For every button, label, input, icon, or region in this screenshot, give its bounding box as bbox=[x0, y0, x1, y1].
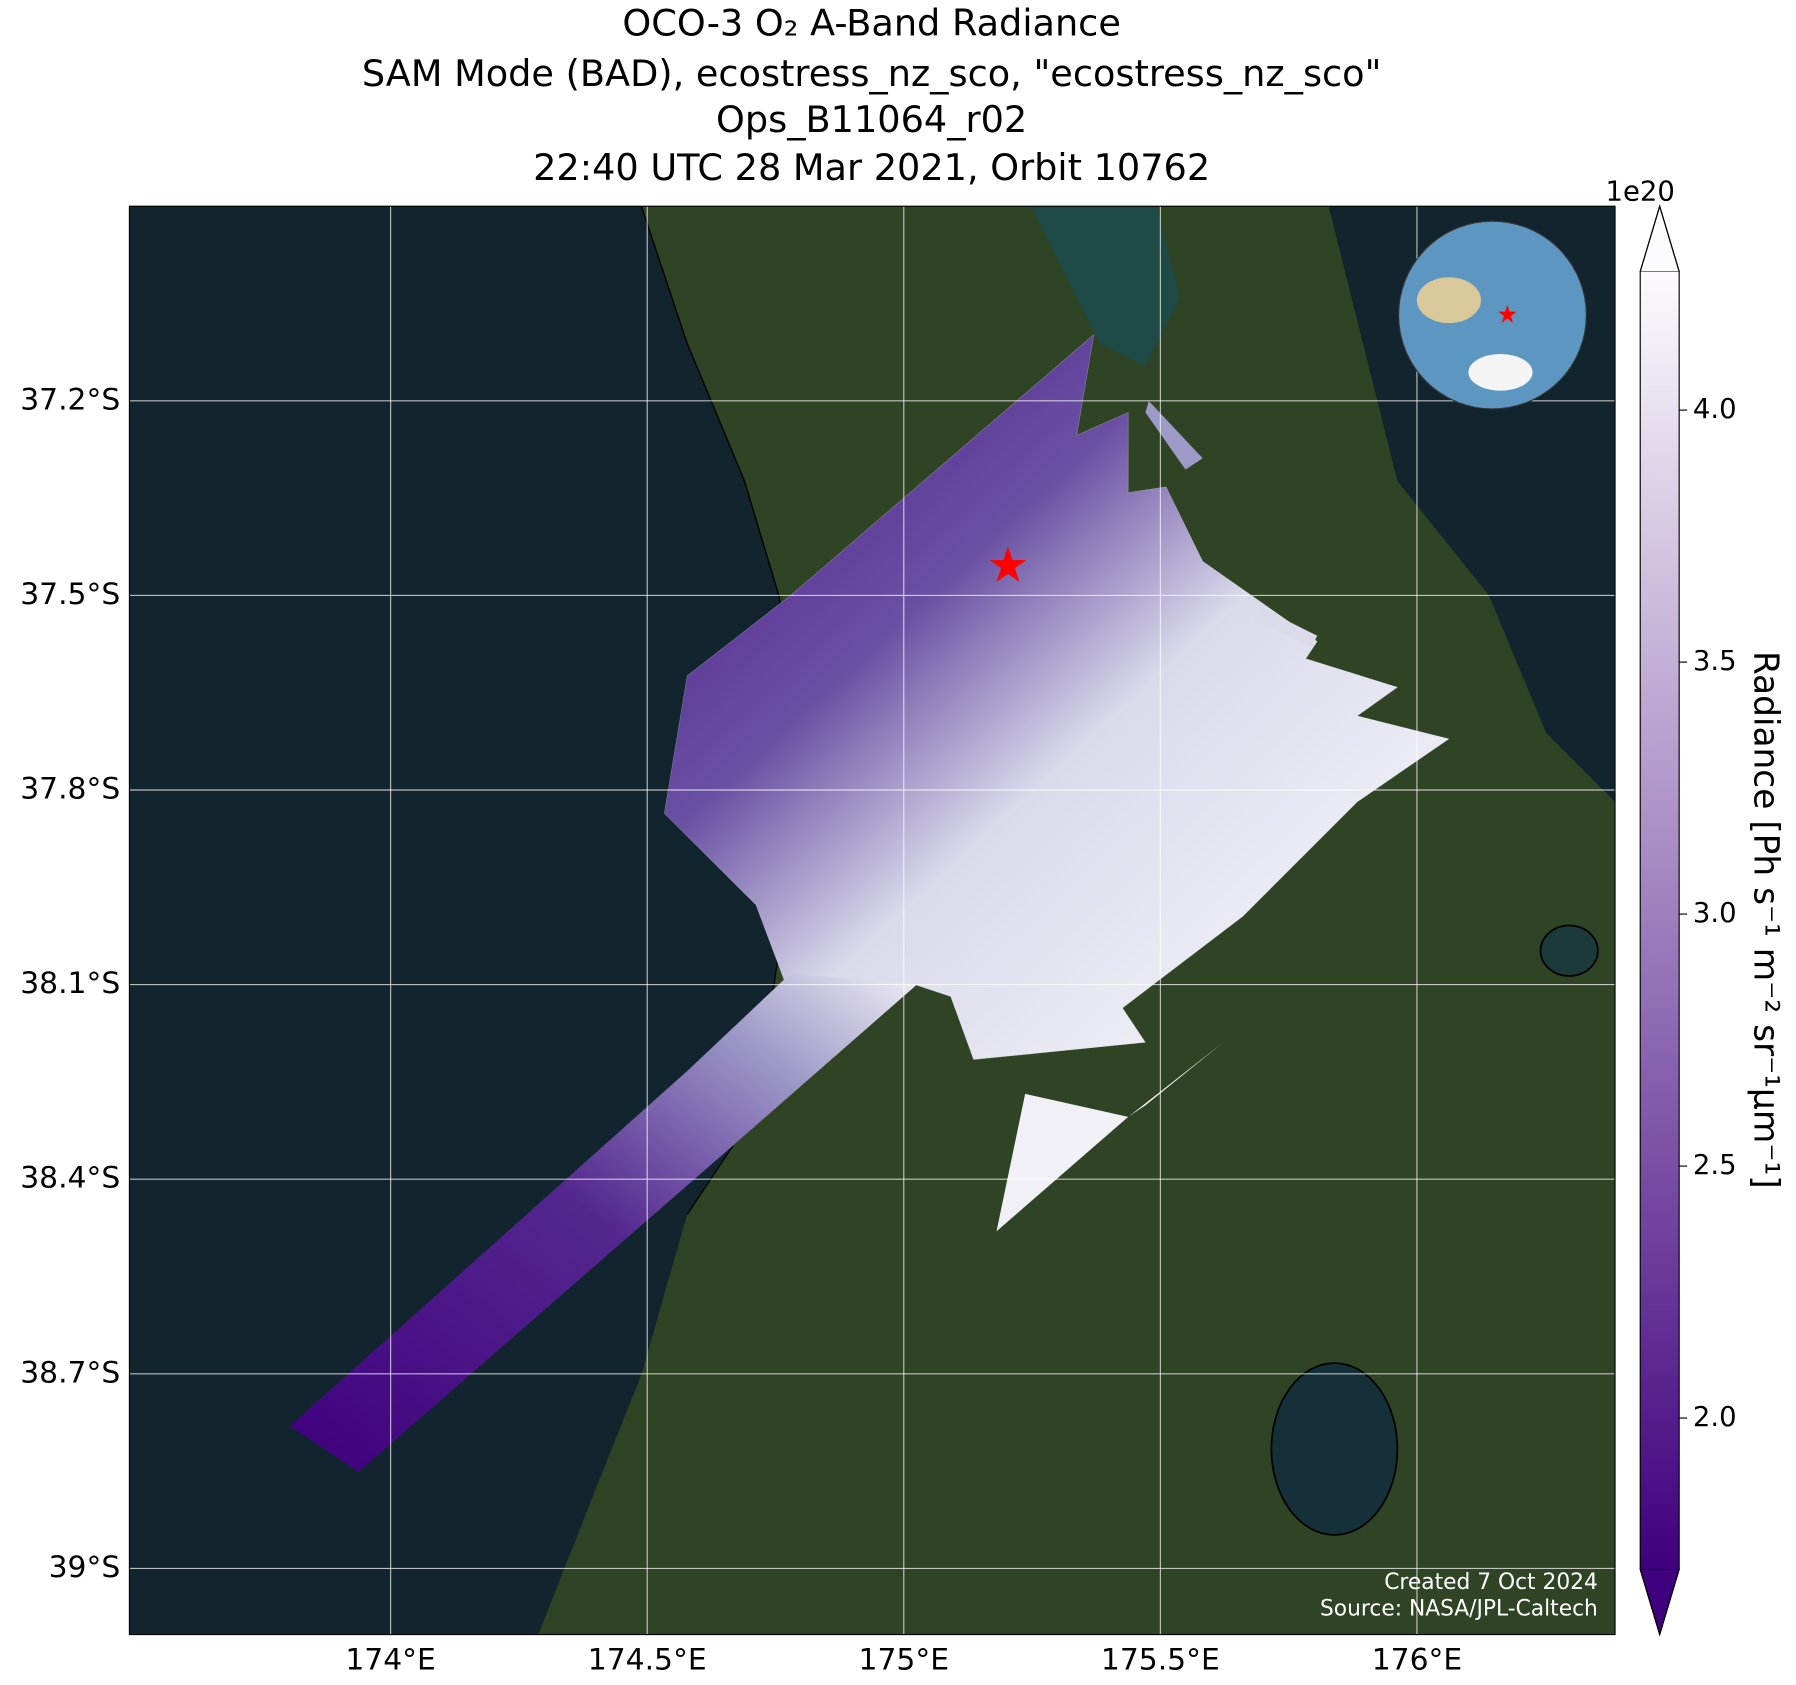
x-tick-label: 175°E bbox=[859, 1642, 950, 1677]
swath-strip bbox=[1145, 400, 1203, 470]
title-line: 22:40 UTC 28 Mar 2021, Orbit 10762 bbox=[533, 146, 1210, 189]
graticule bbox=[129, 206, 1616, 1635]
y-tick-label: 39°S bbox=[49, 1550, 121, 1585]
x-tick-label: 176°E bbox=[1372, 1642, 1463, 1677]
lake bbox=[1539, 924, 1599, 977]
y-ticks: 37.2°S 37.5°S 37.8°S 38.1°S 38.4°S 38.7°S 39°S bbox=[20, 382, 120, 1585]
colorbar-tick-label: 2.5 bbox=[1693, 1149, 1737, 1181]
title-line: OCO-3 O₂ A-Band Radiance bbox=[622, 2, 1120, 45]
map-frame bbox=[128, 205, 1616, 1636]
swath-patch bbox=[996, 1042, 1224, 1232]
globe-inset bbox=[1397, 220, 1587, 410]
credit-text: Source: NASA/JPL-Caltech bbox=[1320, 1596, 1598, 1621]
y-tick-label: 37.2°S bbox=[20, 382, 120, 417]
y-tick-label: 38.7°S bbox=[20, 1355, 120, 1390]
y-tick-label: 38.1°S bbox=[20, 966, 120, 1001]
x-ticks: 174°E 174.5°E 175°E 175.5°E 176°E bbox=[345, 1642, 1462, 1677]
title-line: SAM Mode (BAD), ecostress_nz_sco, "ecost… bbox=[362, 52, 1382, 95]
y-tick-label: 38.4°S bbox=[20, 1161, 120, 1196]
swath bbox=[664, 333, 1450, 1060]
swath-strip bbox=[1254, 607, 1318, 648]
y-tick-label: 37.5°S bbox=[20, 577, 120, 612]
colorbar-tick-label: 4.0 bbox=[1693, 393, 1737, 425]
title-line: Ops_B11064_r02 bbox=[716, 98, 1027, 141]
x-tick-label: 174°E bbox=[345, 1642, 436, 1677]
site-marker bbox=[989, 546, 1027, 582]
harbor bbox=[1030, 206, 1180, 367]
colorbar-ramp bbox=[1640, 271, 1680, 1570]
colorbar-extend-low bbox=[1639, 1568, 1680, 1637]
colorbar-multiplier: 1e20 bbox=[1606, 175, 1675, 207]
colorbar-outline bbox=[1639, 204, 1680, 1637]
colorbar-label: Radiance [Ph s⁻¹ m⁻² sr⁻¹μm⁻¹] bbox=[1745, 651, 1785, 1189]
colorbar-extend-high bbox=[1639, 204, 1680, 273]
y-tick-label: 37.8°S bbox=[20, 772, 120, 807]
colorbar-tick-label: 2.0 bbox=[1693, 1401, 1737, 1433]
colorbar-tick-label: 3.5 bbox=[1693, 645, 1737, 677]
x-tick-label: 174.5°E bbox=[588, 1642, 707, 1677]
colorbar: 2.0 2.5 3.0 3.5 4.0 1e20 Radiance [Ph s⁻¹ m⁻² … bbox=[1606, 175, 1785, 1637]
lake bbox=[1270, 1362, 1399, 1536]
x-tick-label: 175.5°E bbox=[1101, 1642, 1220, 1677]
credit-text: Created 7 Oct 2024 bbox=[1384, 1570, 1598, 1595]
swath-tail bbox=[289, 973, 917, 1472]
title-block: OCO-3 O₂ A-Band Radiance SAM Mode (BAD), … bbox=[362, 2, 1382, 189]
colorbar-tick-label: 3.0 bbox=[1693, 897, 1737, 929]
